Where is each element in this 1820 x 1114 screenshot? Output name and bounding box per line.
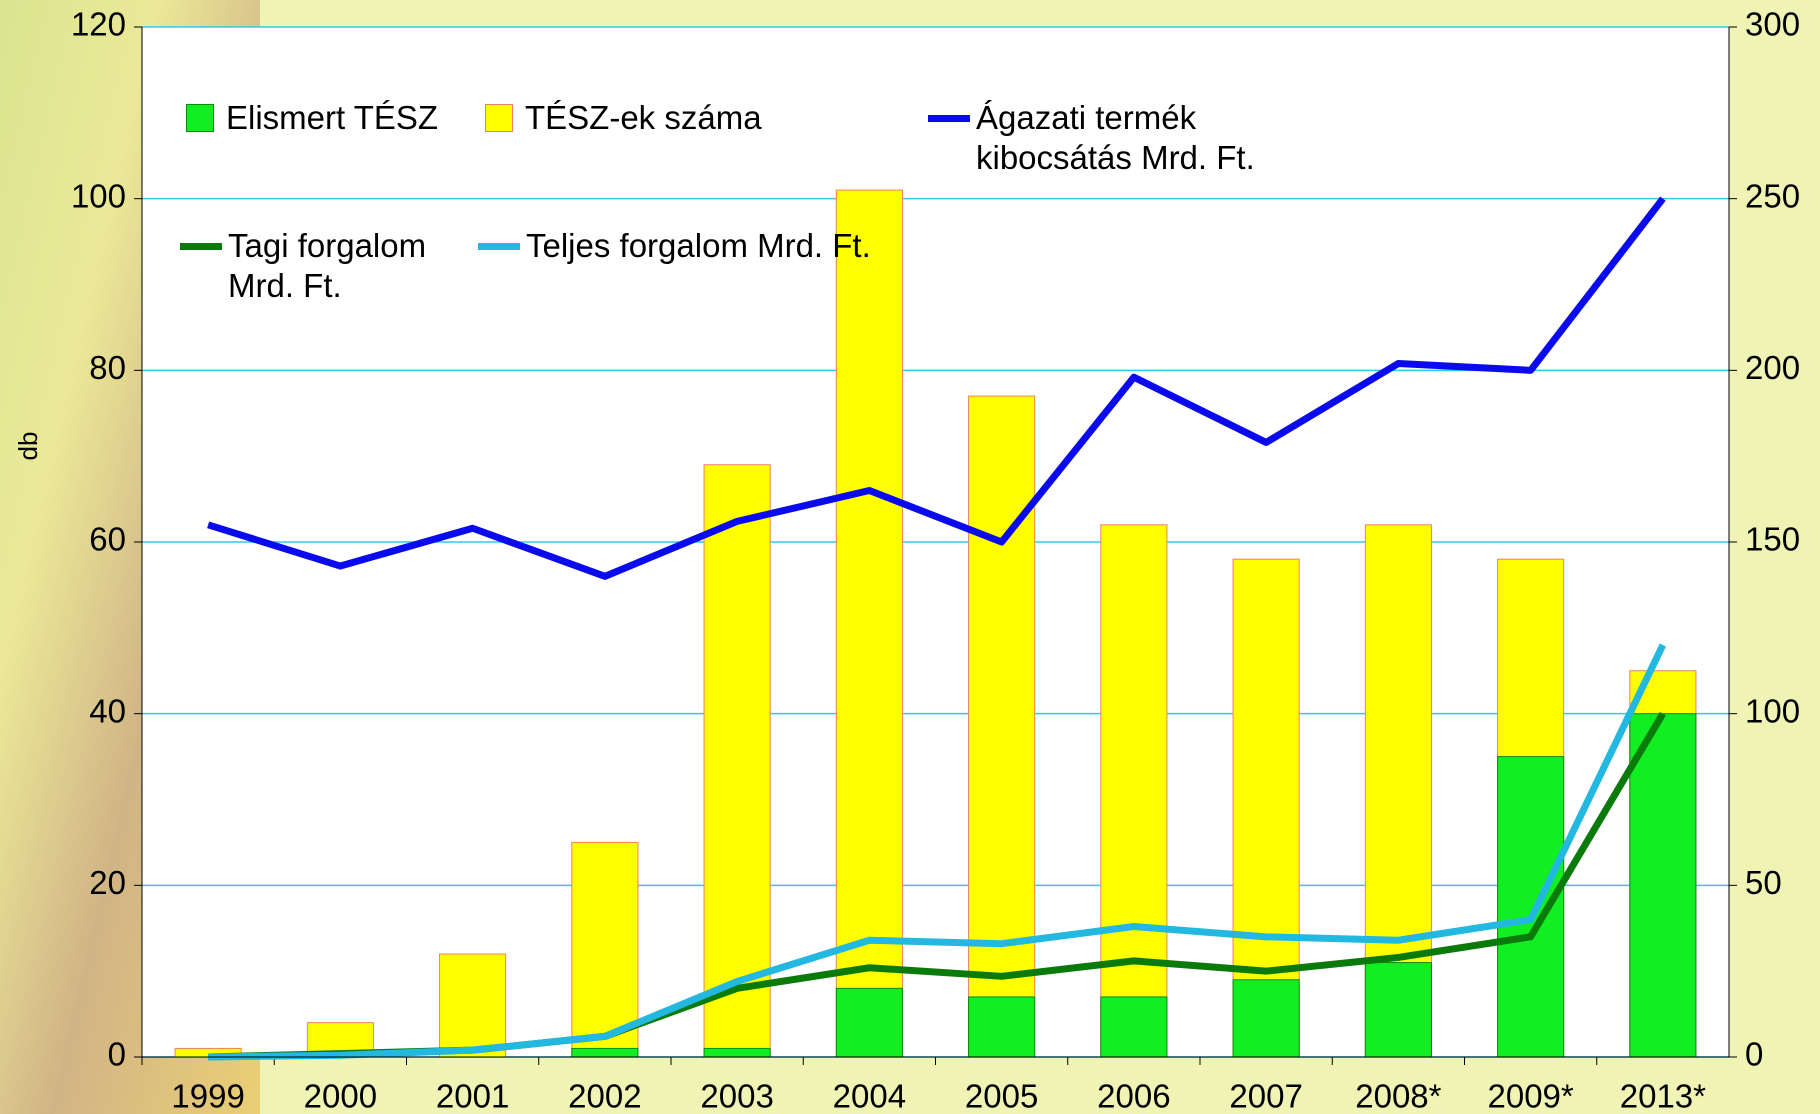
legend-key [180, 243, 222, 250]
y2-tick-label: 200 [1745, 349, 1800, 386]
y2-tick-label: 0 [1745, 1036, 1763, 1073]
bar [836, 988, 902, 1057]
y2-tick-label: 300 [1745, 6, 1800, 43]
bar [969, 396, 1035, 1057]
bar [1498, 757, 1564, 1057]
y2-tick-label: 250 [1745, 177, 1800, 214]
legend-key [478, 243, 520, 250]
chart-page: db 0 20 40 60 80 100 120 0 50 100 150 200 250 300 1999… [0, 0, 1820, 1114]
bar [704, 1048, 770, 1057]
bar [1365, 963, 1431, 1057]
x-tick-label: 2008* [1355, 1078, 1441, 1114]
y-tick-label: 120 [71, 6, 126, 43]
legend-label: Tagi forgalom Mrd. Ft. [228, 226, 458, 306]
bar [572, 1048, 638, 1057]
y-tick-label: 60 [89, 521, 126, 558]
legend-label: Teljes forgalom Mrd. Ft. [526, 226, 896, 266]
x-tick-label: 2009* [1487, 1078, 1573, 1114]
bar [440, 954, 506, 1057]
legend-key [186, 104, 214, 132]
y-tick-label: 100 [71, 177, 126, 214]
x-tick-label: 2005 [965, 1078, 1038, 1114]
x-tick-label: 2013* [1620, 1078, 1706, 1114]
legend-label: TÉSZ-ek száma [525, 98, 835, 138]
x-tick-label: 2006 [1097, 1078, 1170, 1114]
chart: db 0 20 40 60 80 100 120 0 50 100 150 200 250 300 1999… [0, 0, 1820, 1114]
y-tick-label: 20 [89, 864, 126, 901]
bar [1233, 980, 1299, 1057]
legend-label: Ágazati termék kibocsátás Mrd. Ft. [976, 98, 1286, 178]
x-tick-label: 1999 [171, 1078, 244, 1114]
bar [1630, 714, 1696, 1057]
x-tick-label: 2004 [833, 1078, 906, 1114]
bar [836, 190, 902, 1057]
x-tick-label: 2002 [568, 1078, 641, 1114]
y2-tick-label: 150 [1745, 521, 1800, 558]
y-tick-label: 40 [89, 692, 126, 729]
y-axis-label: db [13, 432, 43, 461]
y2-tick-label: 100 [1745, 692, 1800, 729]
bar [969, 997, 1035, 1057]
y-tick-label: 80 [89, 349, 126, 386]
y-tick-label: 0 [108, 1036, 126, 1073]
bar [704, 465, 770, 1057]
legend-key [928, 115, 970, 122]
x-tick-label: 2001 [436, 1078, 509, 1114]
legend-key [485, 104, 513, 132]
x-tick-label: 2007 [1229, 1078, 1302, 1114]
legend-label: Elismert TÉSZ [226, 98, 466, 138]
bar [1101, 525, 1167, 1057]
x-tick-label: 2003 [700, 1078, 773, 1114]
y2-tick-label: 50 [1745, 864, 1782, 901]
bar [1101, 997, 1167, 1057]
x-tick-label: 2000 [304, 1078, 377, 1114]
